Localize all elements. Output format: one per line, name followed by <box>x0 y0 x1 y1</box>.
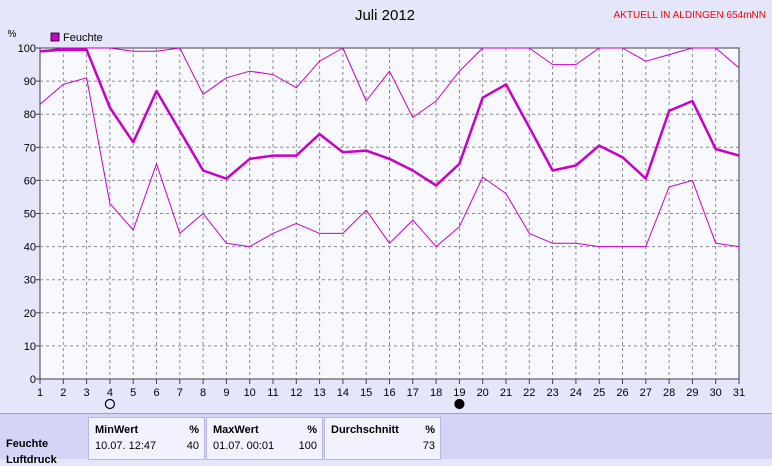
x-tick-label: 3 <box>84 387 90 399</box>
x-tick-label: 26 <box>616 387 628 399</box>
x-tick-label: 20 <box>477 387 489 399</box>
x-tick-label: 30 <box>710 387 722 399</box>
min-cell: MinWert % 10.07. 12:47 40 <box>88 417 205 460</box>
x-tick-label: 16 <box>383 387 395 399</box>
avg-header: Durchschnitt <box>331 424 399 436</box>
max-cell: MaxWert % 01.07. 00:01 100 <box>206 417 323 460</box>
location-label: AKTUELL IN ALDINGEN 654mNN <box>614 10 766 21</box>
x-tick-label: 22 <box>523 387 535 399</box>
moon-full-icon <box>104 398 116 410</box>
moon-new-icon <box>454 398 465 410</box>
min-unit: % <box>189 424 199 436</box>
x-tick-label: 14 <box>337 387 349 399</box>
row-label-partial: Luftdruck <box>6 454 57 466</box>
x-tick-label: 23 <box>546 387 558 399</box>
y-tick-label: 60 <box>24 175 36 187</box>
x-tick-label: 2 <box>60 387 66 399</box>
min-header: MinWert <box>95 424 139 436</box>
x-tick-label: 6 <box>153 387 159 399</box>
max-value: 100 <box>298 440 317 452</box>
y-tick-label: 10 <box>24 341 36 353</box>
min-time: 10.07. 12:47 <box>95 440 157 452</box>
series-line-avg <box>39 48 740 187</box>
x-tick-label: 27 <box>640 387 652 399</box>
legend-label: Feuchte <box>63 32 103 44</box>
x-tick-label: 21 <box>500 387 512 399</box>
x-tick-label: 13 <box>313 387 325 399</box>
y-tick-label: 0 <box>30 374 36 386</box>
series-line-max <box>39 47 740 118</box>
x-tick-label: 25 <box>593 387 605 399</box>
min-value: 40 <box>186 440 199 452</box>
x-tick-label: 5 <box>130 387 136 399</box>
avg-value: 73 <box>422 440 435 452</box>
x-tick-label: 17 <box>407 387 419 399</box>
y-tick-label: 40 <box>24 242 36 254</box>
x-tick-label: 10 <box>244 387 256 399</box>
x-tick-label: 12 <box>290 387 302 399</box>
x-tick-label: 7 <box>177 387 183 399</box>
max-time: 01.07. 00:01 <box>213 440 275 452</box>
avg-unit: % <box>425 424 435 436</box>
x-tick-label: 1 <box>37 387 43 399</box>
y-tick-label: 100 <box>18 43 36 55</box>
x-tick-label: 4 <box>107 387 113 399</box>
x-tick-label: 24 <box>570 387 582 399</box>
y-tick-label: 70 <box>24 142 36 154</box>
x-tick-label: 15 <box>360 387 372 399</box>
y-tick-label: 30 <box>24 275 36 287</box>
x-tick-label: 18 <box>430 387 442 399</box>
x-tick-label: 31 <box>733 387 745 399</box>
x-tick-label: 28 <box>663 387 675 399</box>
x-tick-label: 11 <box>267 387 278 399</box>
chart-title: Juli 2012 <box>355 7 415 24</box>
x-tick-label: 19 <box>453 387 465 399</box>
max-unit: % <box>307 424 317 436</box>
series-line-min <box>39 77 740 248</box>
y-tick-label: 80 <box>24 109 36 121</box>
row-label-feuchte: Feuchte <box>6 438 49 450</box>
x-tick-label: 29 <box>686 387 698 399</box>
y-axis-unit: % <box>8 29 17 40</box>
max-header: MaxWert <box>213 424 259 436</box>
y-tick-label: 50 <box>24 209 36 221</box>
legend-swatch <box>50 32 60 42</box>
avg-cell: Durchschnitt % 73 <box>324 417 441 460</box>
x-tick-label: 8 <box>200 387 206 399</box>
x-tick-label: 9 <box>223 387 229 399</box>
y-tick-label: 20 <box>24 308 36 320</box>
y-tick-label: 90 <box>24 76 36 88</box>
